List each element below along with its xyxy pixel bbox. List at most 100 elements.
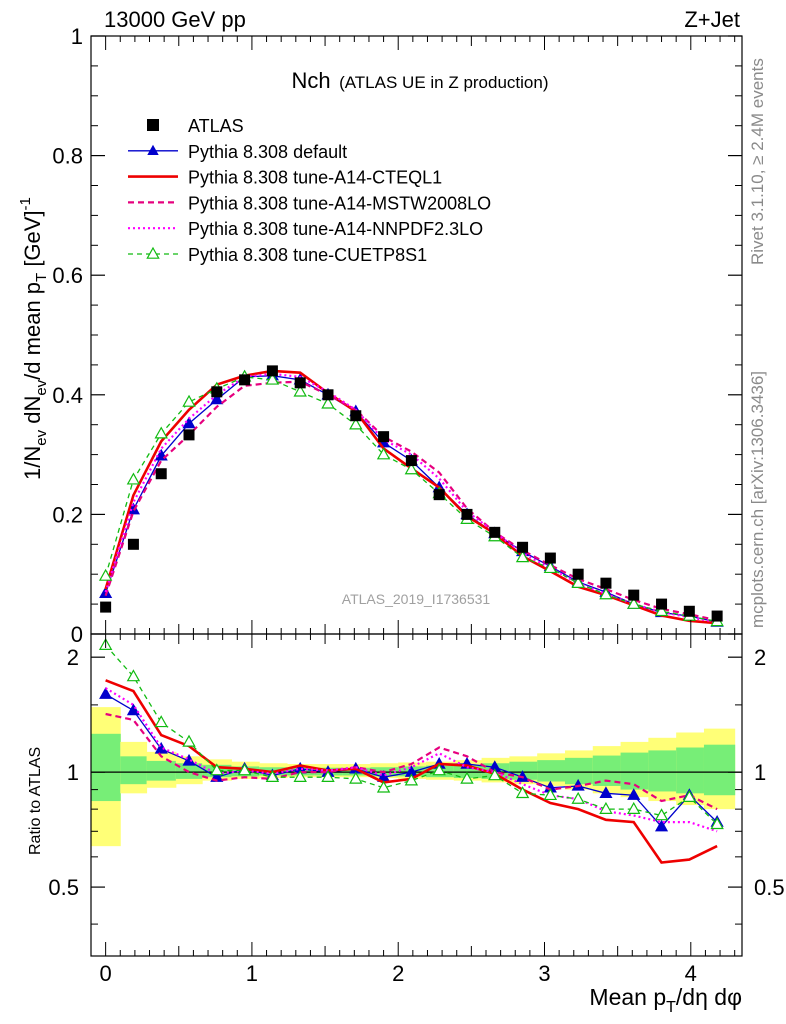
main-y-tick-label: 1 — [71, 24, 83, 49]
atlas-data-point — [572, 568, 584, 580]
ratio-series-4-point — [210, 763, 224, 776]
ratio-band-inner — [564, 757, 594, 785]
atlas-data-point — [155, 468, 167, 480]
plot-title: Nch (ATLAS UE in Z production) — [291, 68, 548, 93]
main-series-5-point — [126, 472, 141, 485]
ratio-y-tick-label-right: 2 — [754, 645, 766, 670]
main-series-4-line — [104, 372, 718, 624]
x-tick-label: 0 — [100, 961, 112, 986]
ratio-y-tick-label: 2 — [67, 645, 79, 670]
main-series-5-point — [265, 372, 280, 385]
main-y-tick-label: 0 — [71, 622, 83, 647]
main-series-5-point — [599, 587, 613, 600]
main-y-tick-label: 0.6 — [52, 263, 83, 288]
ratio-y-tick-label: 0.5 — [48, 875, 79, 900]
ratio-series-0-point — [599, 786, 613, 799]
legend-label: Pythia 8.308 default — [188, 142, 347, 162]
ratio-series-4-point — [432, 763, 446, 776]
atlas-data-point — [294, 377, 306, 389]
ratio-series-0-point — [99, 687, 113, 699]
atlas-data-point — [405, 455, 417, 467]
ratio-series-4-point — [543, 788, 558, 801]
ratio-series-4-point — [154, 715, 168, 728]
atlas-data-point — [211, 386, 223, 398]
atlas-data-point — [350, 410, 362, 422]
main-series-1-point — [210, 392, 224, 405]
ratio-series-4-line — [105, 644, 718, 825]
ratio-band-inner — [648, 750, 677, 792]
ratio-series-4-point — [460, 771, 474, 784]
main-series-5-point — [349, 417, 363, 430]
legend-marker — [147, 144, 159, 155]
ratio-band-inner — [703, 744, 736, 796]
x-tick-label: 2 — [392, 961, 404, 986]
ratio-plot-frame — [90, 633, 743, 957]
ratio-series-0-point — [654, 819, 669, 832]
atlas-data-point — [239, 374, 251, 386]
main-series-2-line — [104, 369, 718, 625]
main-series-5-point — [627, 596, 641, 609]
ratio-y-tick-label-right: 0.5 — [754, 875, 785, 900]
atlas-data-point — [266, 365, 278, 377]
legend: ATLAS Pythia 8.308 default Pythia 8.308 tu… — [128, 116, 491, 265]
atlas-data-point — [517, 541, 529, 553]
plot-title-sub: (ATLAS UE in Z production) — [339, 73, 548, 92]
ratio-series-0-point — [126, 703, 140, 716]
header-right: Z+Jet — [684, 7, 740, 32]
ratio-series-4-point — [293, 769, 307, 782]
ratio-series-4-point — [376, 780, 391, 793]
legend-label: ATLAS — [188, 116, 244, 136]
atlas-data-point — [544, 552, 556, 564]
main-series-5-point — [571, 575, 585, 588]
plot-title-main: Nch — [291, 68, 330, 93]
ratio-series-4-point — [126, 669, 141, 682]
atlas-data-point — [683, 605, 695, 617]
ratio-band-inner — [676, 747, 705, 794]
ratio-series-4-point — [515, 786, 530, 799]
main-series-5-point — [654, 604, 669, 617]
ratio-series-4-point — [654, 808, 669, 821]
main-series-5-point — [293, 384, 307, 397]
ratio-series-4-point — [488, 768, 502, 781]
ratio-series-4-point — [349, 771, 363, 784]
ratio-series-4-point — [571, 791, 585, 804]
legend-label: Pythia 8.308 tune-A14-CTEQL1 — [188, 168, 442, 188]
main-plot-panel: 0 0.2 0.4 0.6 0.8 1 — [52, 24, 743, 647]
main-series-5-point — [154, 426, 168, 439]
ratio-y-tick-label-right: 1 — [754, 760, 766, 785]
main-series-5-point — [543, 560, 558, 574]
main-series-5-point — [515, 550, 530, 563]
atlas-data-point — [711, 610, 723, 622]
ratio-band-inner — [91, 733, 121, 802]
atlas-data-point — [378, 431, 390, 443]
ratio-y-axis-label: Ratio to ATLAS — [27, 747, 44, 855]
ratio-plot-panel: 0.5 0.5 1 1 2 2 0 1 2 3 4 — [48, 36, 785, 986]
header-left: 13000 GeV pp — [104, 7, 246, 32]
main-series-5-point — [404, 462, 419, 475]
legend-label: Pythia 8.308 tune-CUETP8S1 — [188, 245, 427, 265]
ratio-series-4-point — [321, 769, 335, 782]
x-tick-label: 1 — [246, 961, 258, 986]
atlas-data-point — [127, 538, 139, 550]
ratio-series-4-point — [265, 769, 280, 782]
ratio-series-4-point — [627, 801, 641, 814]
main-y-tick-label: 0.2 — [52, 502, 83, 527]
main-y-tick-label: 0.4 — [52, 383, 83, 408]
legend-label: Pythia 8.308 tune-A14-NNPDF2.3LO — [188, 219, 483, 239]
main-series-5-point — [321, 396, 335, 409]
rivet-label: Rivet 3.1.10, ≥ 2.4M events — [748, 58, 767, 265]
main-series-3-line — [104, 380, 718, 622]
atlas-data-point — [433, 489, 445, 501]
atlas-data-point — [322, 389, 334, 401]
ratio-band-inner — [120, 756, 148, 785]
ratio-series-4-point — [237, 763, 252, 776]
x-axis-label: Mean pT/dη dφ — [589, 984, 742, 1016]
atlas-data-point — [656, 598, 668, 610]
atlas-data-point — [628, 589, 640, 601]
ratio-band-inner — [537, 760, 566, 782]
ratio-series-4-point — [710, 817, 724, 830]
legend-marker — [146, 246, 160, 259]
ratio-series-4-point — [599, 801, 613, 814]
main-y-tick-label: 0.8 — [52, 144, 83, 169]
